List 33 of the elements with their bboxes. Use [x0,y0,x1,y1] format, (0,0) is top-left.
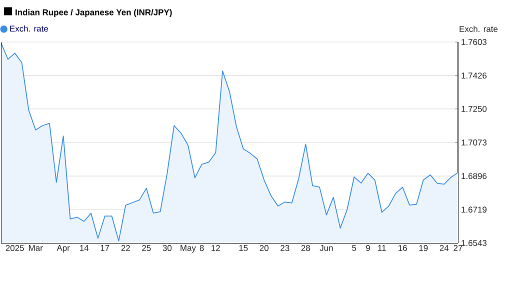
x-tick-label: 27 [454,245,462,251]
x-tick-label: May [180,245,196,253]
y-tick-label: 1.6896 [462,173,487,180]
chart-title: Indian Rupee / Japanese Yen (INR/JPY) [16,9,172,17]
y-tick-label: 1.6719 [462,206,487,213]
x-tick-label: 12 [212,245,220,251]
x-tick-label: 23 [280,245,290,252]
y-tick-label: 1.7426 [462,72,487,79]
x-tick-label: Apr [56,245,70,253]
x-tick-label: 16 [398,245,407,252]
x-tick-label: 28 [301,245,310,252]
x-tick-label: 22 [121,245,130,251]
x-tick-label: 20 [260,245,268,252]
x-tick-label: 17 [100,245,110,251]
x-tick-label: 15 [239,245,248,251]
x-tick-label: 14 [80,245,89,251]
x-tick-label: 24 [440,245,449,251]
x-tick-label: Jun [320,245,333,251]
x-tick-label: 2025 [6,245,24,252]
y-axis-title: Exch. rate [460,26,498,32]
y-tick-label: 1.7073 [462,140,487,146]
x-tick-label: 9 [366,245,370,252]
x-tick-label: 30 [162,245,172,252]
legend-label: Exch. rate [10,25,48,32]
y-tick-label: 1.6543 [462,240,487,246]
x-tick-label: Mar [29,245,43,251]
x-tick-label: 5 [352,245,356,251]
x-tick-label: 25 [142,245,151,252]
x-tick-label: 11 [378,245,386,251]
x-tick-label: 8 [200,245,204,252]
y-tick-label: 1.7603 [462,39,487,45]
x-tick-label: 19 [419,245,428,252]
y-tick-label: 1.7250 [462,106,487,112]
